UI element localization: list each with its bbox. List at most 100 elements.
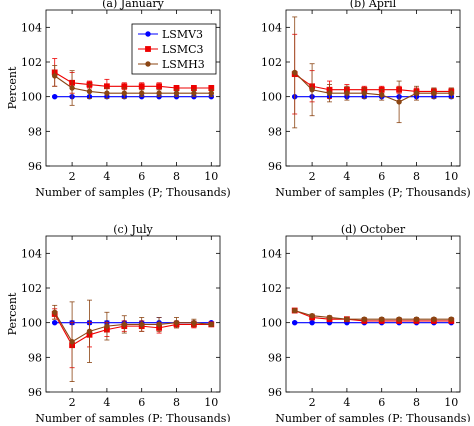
data-point bbox=[86, 88, 93, 95]
y-tick-label: 102 bbox=[21, 56, 42, 69]
series-lsmh3 bbox=[292, 307, 454, 322]
legend-item-lsmh3: LSMH3 bbox=[138, 58, 205, 71]
x-tick-label: 4 bbox=[343, 396, 350, 409]
x-tick-label: 2 bbox=[69, 396, 76, 409]
data-point bbox=[431, 316, 437, 322]
y-tick-label: 102 bbox=[21, 282, 42, 295]
data-point bbox=[138, 83, 145, 90]
plot-frame bbox=[285, 235, 461, 393]
y-tick-label: 98 bbox=[28, 125, 42, 138]
data-point bbox=[292, 69, 298, 76]
data-point bbox=[191, 319, 197, 326]
data-point bbox=[448, 90, 454, 96]
data-point bbox=[69, 85, 75, 91]
data-point bbox=[69, 339, 75, 345]
series-line bbox=[294, 310, 452, 320]
data-point bbox=[104, 323, 110, 329]
data-point bbox=[173, 319, 180, 326]
y-tick-label: 98 bbox=[268, 351, 282, 364]
y-tick-label: 98 bbox=[28, 351, 42, 364]
y-tick-label: 96 bbox=[28, 386, 42, 399]
series-line bbox=[294, 310, 452, 322]
plot-frame bbox=[45, 9, 221, 167]
legend-item-lsmv3: LSMV3 bbox=[138, 28, 203, 41]
x-tick-label: 6 bbox=[378, 396, 385, 409]
data-point bbox=[326, 90, 333, 96]
series-lsmh3 bbox=[292, 16, 454, 129]
x-tick-label: 4 bbox=[343, 170, 350, 183]
data-point bbox=[413, 316, 420, 322]
data-point bbox=[208, 90, 215, 96]
series-line bbox=[54, 75, 212, 94]
series-lsmc3 bbox=[291, 33, 455, 115]
data-point bbox=[121, 321, 128, 328]
data-point bbox=[139, 90, 145, 96]
data-point bbox=[208, 321, 215, 328]
data-point bbox=[156, 83, 162, 90]
data-point bbox=[292, 319, 298, 326]
x-axis-label: Number of samples (P; Thousands) bbox=[275, 412, 470, 422]
legend-label: LSMH3 bbox=[162, 58, 205, 71]
y-tick-label: 104 bbox=[21, 21, 42, 34]
data-point bbox=[344, 90, 350, 96]
y-tick-label: 100 bbox=[261, 91, 282, 104]
data-point bbox=[309, 313, 315, 319]
y-axis-label: Percent bbox=[6, 292, 19, 335]
series-lsmv3 bbox=[292, 93, 454, 100]
legend-label: LSMC3 bbox=[162, 43, 204, 56]
data-point bbox=[361, 316, 367, 322]
series-line bbox=[54, 311, 212, 343]
plot-frame bbox=[285, 9, 461, 167]
chart-title: (c) July bbox=[113, 223, 153, 236]
x-tick-label: 2 bbox=[309, 170, 316, 183]
data-point bbox=[396, 316, 402, 322]
chart-panel-4: (d) October 96 98 100 102 104 2 4 6 8 10 Number of … bbox=[261, 223, 471, 425]
x-tick-label: 6 bbox=[138, 396, 145, 409]
data-point bbox=[121, 90, 128, 96]
series-line bbox=[294, 73, 452, 93]
data-point bbox=[51, 73, 58, 79]
y-tick-label: 96 bbox=[28, 160, 42, 173]
y-tick-label: 100 bbox=[261, 317, 282, 330]
x-axis-label: Number of samples (P; Thousands) bbox=[35, 186, 230, 199]
data-point bbox=[104, 90, 110, 96]
y-tick-label: 104 bbox=[21, 247, 42, 260]
chart-title: (d) October bbox=[341, 223, 406, 236]
data-point bbox=[309, 87, 315, 93]
legend-label: LSMV3 bbox=[162, 28, 203, 41]
data-point bbox=[413, 90, 420, 96]
data-point bbox=[51, 319, 58, 326]
data-point bbox=[191, 90, 197, 96]
data-point bbox=[326, 314, 333, 321]
data-point bbox=[51, 309, 58, 315]
y-tick-label: 96 bbox=[268, 160, 282, 173]
data-point bbox=[156, 90, 162, 96]
x-tick-label: 2 bbox=[309, 396, 316, 409]
x-tick-label: 8 bbox=[173, 396, 180, 409]
legend: LSMV3 LSMC3 LSMH3 bbox=[131, 23, 217, 75]
data-point bbox=[156, 321, 162, 328]
x-tick-label: 4 bbox=[103, 170, 110, 183]
series-line bbox=[54, 313, 212, 346]
chart-title: (b) April bbox=[350, 0, 397, 10]
data-point bbox=[292, 307, 298, 314]
chart-panel-3: (c) July 96 98 100 102 104 2 4 6 8 10 Number of sam… bbox=[6, 223, 231, 425]
y-tick-label: 96 bbox=[268, 386, 282, 399]
x-tick-label: 8 bbox=[413, 396, 420, 409]
data-point bbox=[344, 316, 350, 322]
y-tick-label: 98 bbox=[268, 125, 282, 138]
series-lsmv3 bbox=[51, 93, 215, 100]
x-axis-label: Number of samples (P; Thousands) bbox=[275, 186, 470, 199]
data-point bbox=[448, 316, 454, 322]
data-point bbox=[431, 90, 437, 96]
legend-item-lsmc3: LSMC3 bbox=[138, 43, 204, 56]
chart-panel-1: (a) January 96 98 100 102 104 2 4 6 8 10 Number of … bbox=[6, 0, 231, 199]
x-tick-label: 4 bbox=[103, 396, 110, 409]
x-tick-label: 8 bbox=[413, 170, 420, 183]
legend-marker bbox=[145, 31, 151, 37]
x-tick-label: 8 bbox=[173, 170, 180, 183]
data-point bbox=[309, 319, 315, 326]
legend-marker bbox=[145, 46, 151, 52]
series-line bbox=[54, 71, 212, 89]
